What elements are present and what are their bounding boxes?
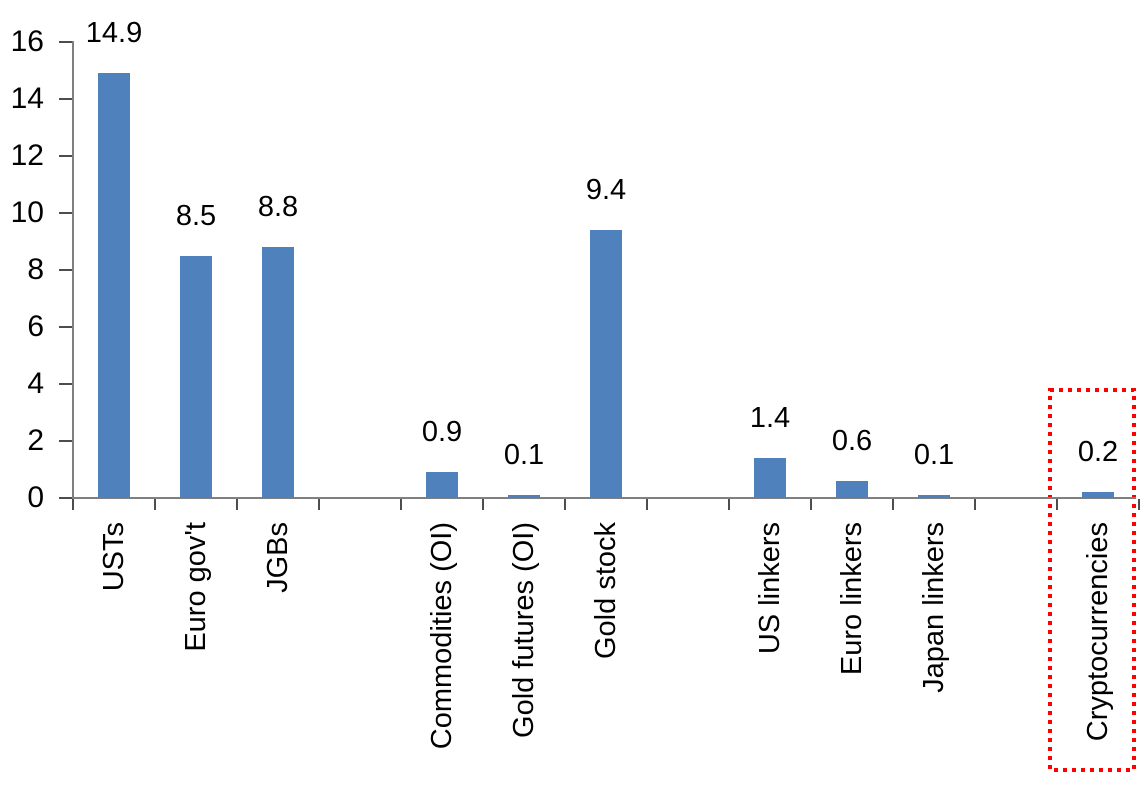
x-axis-tick (1138, 499, 1140, 510)
y-tick-label: 2 (27, 424, 44, 457)
data-label: 0.1 (913, 439, 955, 471)
x-axis-tick (728, 499, 730, 510)
y-axis-tick (59, 41, 72, 43)
bar (426, 472, 458, 498)
bar (1082, 492, 1114, 498)
y-axis-tick (59, 326, 72, 328)
category-label: USTs (98, 522, 130, 592)
bar-chart: 0 2 4 6 8 10 12 14 16 14.9 USTs 8.5 Euro gov't 8.8 JGB… (10, 17, 1140, 772)
x-axis-tick (400, 499, 402, 510)
y-tick-label: 4 (27, 367, 44, 400)
highlight-box (1048, 388, 1136, 772)
data-label: 1.4 (749, 402, 791, 434)
y-tick-label: 16 (10, 25, 44, 58)
x-axis-tick (318, 499, 320, 510)
data-label: 14.9 (85, 17, 143, 49)
y-axis-tick (59, 269, 72, 271)
x-axis-tick (1056, 499, 1058, 510)
highlight-rect (1048, 388, 1136, 772)
x-axis-tick (974, 499, 976, 510)
category-label: Japan linkers (918, 522, 950, 693)
bar (836, 481, 868, 498)
x-axis-tick (564, 499, 566, 510)
y-axis-tick (59, 383, 72, 385)
y-tick-label: 10 (10, 196, 44, 229)
category-label: Gold futures (OI) (508, 522, 540, 738)
bar (754, 458, 786, 498)
x-axis-tick (892, 499, 894, 510)
y-axis-line (72, 41, 74, 509)
y-axis-tick (59, 440, 72, 442)
category-label: Commodities (OI) (426, 522, 458, 750)
data-label: 9.4 (585, 174, 627, 206)
data-label: 0.2 (1077, 436, 1119, 468)
bar (98, 73, 130, 498)
x-axis-tick (482, 499, 484, 510)
y-tick-label: 12 (10, 139, 44, 172)
x-axis-tick (72, 499, 74, 510)
bar (262, 247, 294, 498)
x-axis-tick (646, 499, 648, 510)
bar (918, 495, 950, 498)
y-tick-label: 6 (27, 310, 44, 343)
data-label: 8.5 (175, 200, 217, 232)
category-label: Euro gov't (180, 522, 212, 652)
y-tick-label: 0 (27, 481, 44, 514)
y-tick-label: 14 (10, 82, 44, 115)
bar (508, 495, 540, 498)
category-label: JGBs (262, 522, 294, 593)
data-label: 0.6 (831, 425, 873, 457)
y-axis-tick (59, 212, 72, 214)
category-label: Cryptocurrencies (1082, 522, 1114, 742)
y-tick-label: 8 (27, 253, 44, 286)
category-label: Gold stock (590, 522, 622, 659)
x-axis-line (72, 497, 1136, 499)
x-axis-tick (236, 499, 238, 510)
x-axis-tick (810, 499, 812, 510)
data-label: 8.8 (257, 191, 299, 223)
category-label: US linkers (754, 522, 786, 655)
y-axis-tick (59, 98, 72, 100)
bar (180, 256, 212, 498)
bar (590, 230, 622, 498)
y-axis-tick (59, 497, 72, 499)
data-label: 0.9 (421, 416, 463, 448)
x-axis-tick (154, 499, 156, 510)
data-label: 0.1 (503, 439, 545, 471)
category-label: Euro linkers (836, 522, 868, 676)
y-axis-tick (59, 155, 72, 157)
